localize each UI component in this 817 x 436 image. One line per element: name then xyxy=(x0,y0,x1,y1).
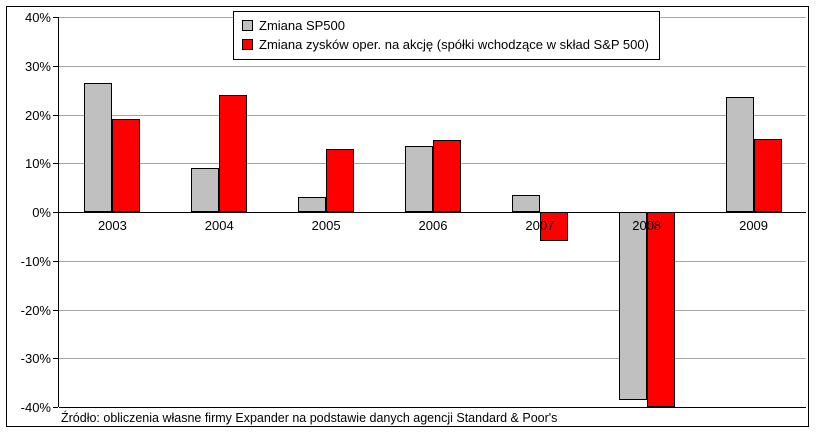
gridline xyxy=(59,114,806,116)
gridline xyxy=(59,65,806,67)
plot-area: 2003 2004 2005 2006 2007 2008 2009 xyxy=(58,17,806,408)
bar-series1-2008 xyxy=(618,212,647,400)
y-tick-label: 20% xyxy=(24,107,51,123)
gridline xyxy=(59,309,806,311)
chart-container: 40% 30% 20% 10% 0% -10% -20% -30% -40% 2003 2004 2… xyxy=(6,6,809,427)
y-tick-mark xyxy=(53,65,58,67)
y-tick-mark xyxy=(53,358,58,360)
legend-swatch xyxy=(242,20,253,31)
category-label: 2005 xyxy=(311,218,341,233)
bar-series2-2005 xyxy=(326,148,355,212)
legend-swatch xyxy=(242,39,253,50)
gridline xyxy=(59,260,806,262)
bar-series1-2004 xyxy=(191,168,220,212)
bar-series2-2004 xyxy=(219,95,248,212)
y-tick-label: 10% xyxy=(24,156,51,172)
legend-item: Zmiana SP500 xyxy=(242,18,649,33)
bar-series2-2003 xyxy=(112,119,141,212)
gridline xyxy=(59,407,806,408)
y-tick-mark xyxy=(53,212,58,213)
y-tick-label: -30% xyxy=(20,351,51,367)
category-label: 2007 xyxy=(525,218,555,233)
legend-label: Zmiana SP500 xyxy=(259,18,345,33)
y-tick-mark xyxy=(53,309,58,311)
category-label: 2006 xyxy=(418,218,448,233)
y-tick-mark xyxy=(53,407,58,408)
bar-series2-2007 xyxy=(539,212,568,242)
zero-axis-line xyxy=(59,212,806,213)
bar-series2-2009 xyxy=(753,138,782,212)
y-tick-label: -10% xyxy=(20,253,51,269)
y-tick-mark xyxy=(53,114,58,116)
y-tick-label: -20% xyxy=(20,302,51,318)
bar-series1-2007 xyxy=(511,194,540,212)
category-label: 2004 xyxy=(204,218,234,233)
y-tick-label: 0% xyxy=(32,205,51,220)
source-note: Źródło: obliczenia własne firmy Expander… xyxy=(61,411,558,425)
bar-series1-2005 xyxy=(298,197,327,212)
bar-series1-2006 xyxy=(405,146,433,212)
y-tick-label: -40% xyxy=(20,400,51,415)
y-tick-mark xyxy=(53,17,58,18)
category-label: 2008 xyxy=(632,218,662,233)
legend: Zmiana SP500 Zmiana zysków oper. na akcję… xyxy=(233,11,660,60)
legend-item: Zmiana zysków oper. na akcję (spółki wch… xyxy=(242,37,649,52)
category-label: 2009 xyxy=(739,218,769,233)
bar-series2-2008 xyxy=(646,212,675,407)
gridline xyxy=(59,358,806,360)
bar-series1-2003 xyxy=(84,82,113,212)
y-tick-label: 30% xyxy=(24,58,51,74)
y-tick-label: 40% xyxy=(24,10,51,25)
category-label: 2003 xyxy=(97,218,127,233)
bar-series2-2006 xyxy=(433,140,461,212)
bar-series1-2009 xyxy=(725,97,754,212)
y-tick-mark xyxy=(53,163,58,165)
legend-label: Zmiana zysków oper. na akcję (spółki wch… xyxy=(259,37,649,52)
y-tick-mark xyxy=(53,260,58,262)
